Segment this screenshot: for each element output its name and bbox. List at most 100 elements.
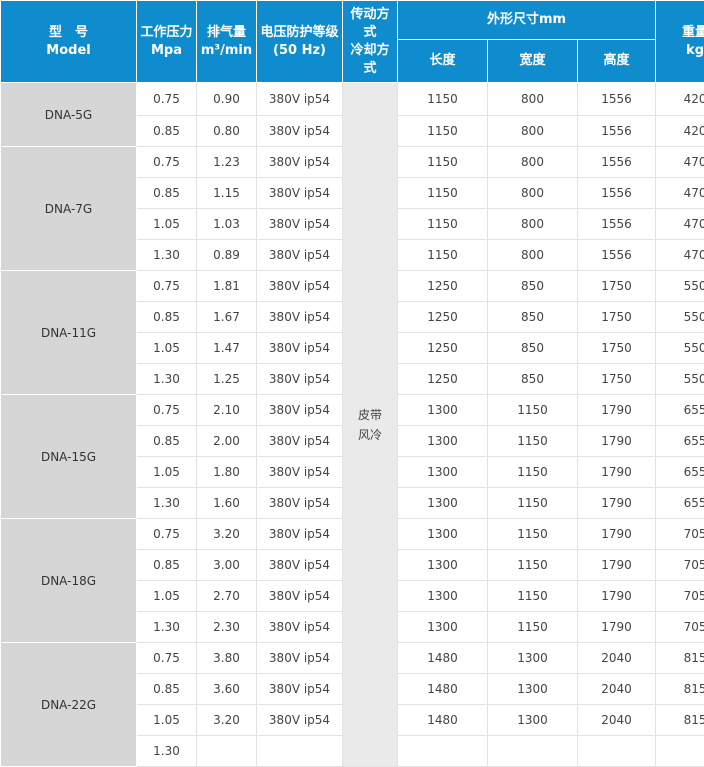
cell-weight: 705 <box>656 581 704 612</box>
cell-voltage: 380V ip54 <box>257 643 343 674</box>
cell-length: 1250 <box>398 302 488 333</box>
cell-weight: 470 <box>656 178 704 209</box>
cell-model: DNA-15G <box>1 395 137 519</box>
cell-length: 1300 <box>398 550 488 581</box>
cell-flow: 1.67 <box>197 302 257 333</box>
cell-length: 1150 <box>398 209 488 240</box>
header-drive-line4: 式 <box>343 60 397 78</box>
cell-height: 1750 <box>578 364 656 395</box>
header-voltage-cn: 电压防护等级 <box>257 24 342 42</box>
cell-voltage: 380V ip54 <box>257 240 343 271</box>
cell-pressure: 1.05 <box>137 581 197 612</box>
cell-model: DNA-22G <box>1 643 137 767</box>
cell-flow: 3.60 <box>197 674 257 705</box>
cell-flow <box>197 736 257 767</box>
cell-length: 1250 <box>398 364 488 395</box>
header-weight-unit: kg <box>656 42 704 60</box>
cell-flow: 0.80 <box>197 116 257 147</box>
cell-weight: 655 <box>656 426 704 457</box>
cell-voltage: 380V ip54 <box>257 519 343 550</box>
cell-model: DNA-5G <box>1 83 137 147</box>
cell-height: 1556 <box>578 209 656 240</box>
header-dimensions: 外形尺寸mm <box>398 1 656 40</box>
cell-height: 2040 <box>578 643 656 674</box>
cell-height: 1790 <box>578 519 656 550</box>
cell-length: 1480 <box>398 643 488 674</box>
drive-type: 皮带 <box>343 405 397 425</box>
cell-voltage: 380V ip54 <box>257 209 343 240</box>
cell-voltage: 380V ip54 <box>257 550 343 581</box>
cell-height: 2040 <box>578 705 656 736</box>
cooling-type: 风冷 <box>343 425 397 445</box>
cell-height: 2040 <box>578 674 656 705</box>
header-height: 高度 <box>578 40 656 83</box>
cell-pressure: 0.85 <box>137 116 197 147</box>
cell-width: 1150 <box>488 488 578 519</box>
cell-pressure: 0.75 <box>137 271 197 302</box>
cell-voltage: 380V ip54 <box>257 612 343 643</box>
header-model-cn: 型 号 <box>1 24 136 42</box>
cell-model: DNA-18G <box>1 519 137 643</box>
cell-width: 1300 <box>488 643 578 674</box>
cell-weight: 815 <box>656 705 704 736</box>
cell-weight: 550 <box>656 302 704 333</box>
cell-length <box>398 736 488 767</box>
cell-pressure: 1.30 <box>137 612 197 643</box>
cell-flow: 3.20 <box>197 705 257 736</box>
cell-weight: 705 <box>656 550 704 581</box>
cell-pressure: 1.05 <box>137 457 197 488</box>
cell-weight: 550 <box>656 364 704 395</box>
cell-pressure: 1.05 <box>137 209 197 240</box>
cell-weight: 655 <box>656 457 704 488</box>
cell-pressure: 0.85 <box>137 302 197 333</box>
cell-width: 1150 <box>488 457 578 488</box>
cell-voltage: 380V ip54 <box>257 395 343 426</box>
cell-length: 1480 <box>398 674 488 705</box>
cell-pressure: 0.85 <box>137 426 197 457</box>
cell-weight: 655 <box>656 395 704 426</box>
cell-voltage <box>257 736 343 767</box>
cell-pressure: 0.85 <box>137 674 197 705</box>
cell-voltage: 380V ip54 <box>257 147 343 178</box>
cell-height: 1750 <box>578 271 656 302</box>
header-drive-line3: 冷却方 <box>343 42 397 60</box>
cell-pressure: 0.85 <box>137 550 197 581</box>
cell-pressure: 0.75 <box>137 147 197 178</box>
cell-pressure: 1.30 <box>137 240 197 271</box>
cell-pressure: 1.30 <box>137 488 197 519</box>
table-header: 型 号 Model 工作压力 Mpa 排气量 m³/min 电压防护等级 (50… <box>1 1 704 83</box>
cell-length: 1150 <box>398 83 488 116</box>
cell-length: 1150 <box>398 116 488 147</box>
header-length: 长度 <box>398 40 488 83</box>
cell-height: 1556 <box>578 240 656 271</box>
cell-weight <box>656 736 704 767</box>
cell-height: 1790 <box>578 612 656 643</box>
header-voltage: 电压防护等级 (50 Hz) <box>257 1 343 83</box>
cell-height: 1790 <box>578 457 656 488</box>
cell-width: 800 <box>488 209 578 240</box>
cell-length: 1300 <box>398 457 488 488</box>
cell-flow: 3.00 <box>197 550 257 581</box>
cell-model: DNA-7G <box>1 147 137 271</box>
cell-width: 1150 <box>488 426 578 457</box>
cell-weight: 550 <box>656 333 704 364</box>
cell-length: 1250 <box>398 333 488 364</box>
cell-flow: 2.30 <box>197 612 257 643</box>
cell-width: 850 <box>488 364 578 395</box>
cell-flow: 3.20 <box>197 519 257 550</box>
cell-length: 1250 <box>398 271 488 302</box>
cell-length: 1480 <box>398 705 488 736</box>
cell-weight: 470 <box>656 209 704 240</box>
cell-flow: 3.80 <box>197 643 257 674</box>
cell-pressure: 0.75 <box>137 519 197 550</box>
cell-length: 1300 <box>398 426 488 457</box>
cell-voltage: 380V ip54 <box>257 116 343 147</box>
cell-voltage: 380V ip54 <box>257 271 343 302</box>
cell-flow: 1.60 <box>197 488 257 519</box>
header-drive-line1: 传动方 <box>343 6 397 24</box>
cell-width: 850 <box>488 333 578 364</box>
cell-height: 1556 <box>578 83 656 116</box>
cell-voltage: 380V ip54 <box>257 674 343 705</box>
